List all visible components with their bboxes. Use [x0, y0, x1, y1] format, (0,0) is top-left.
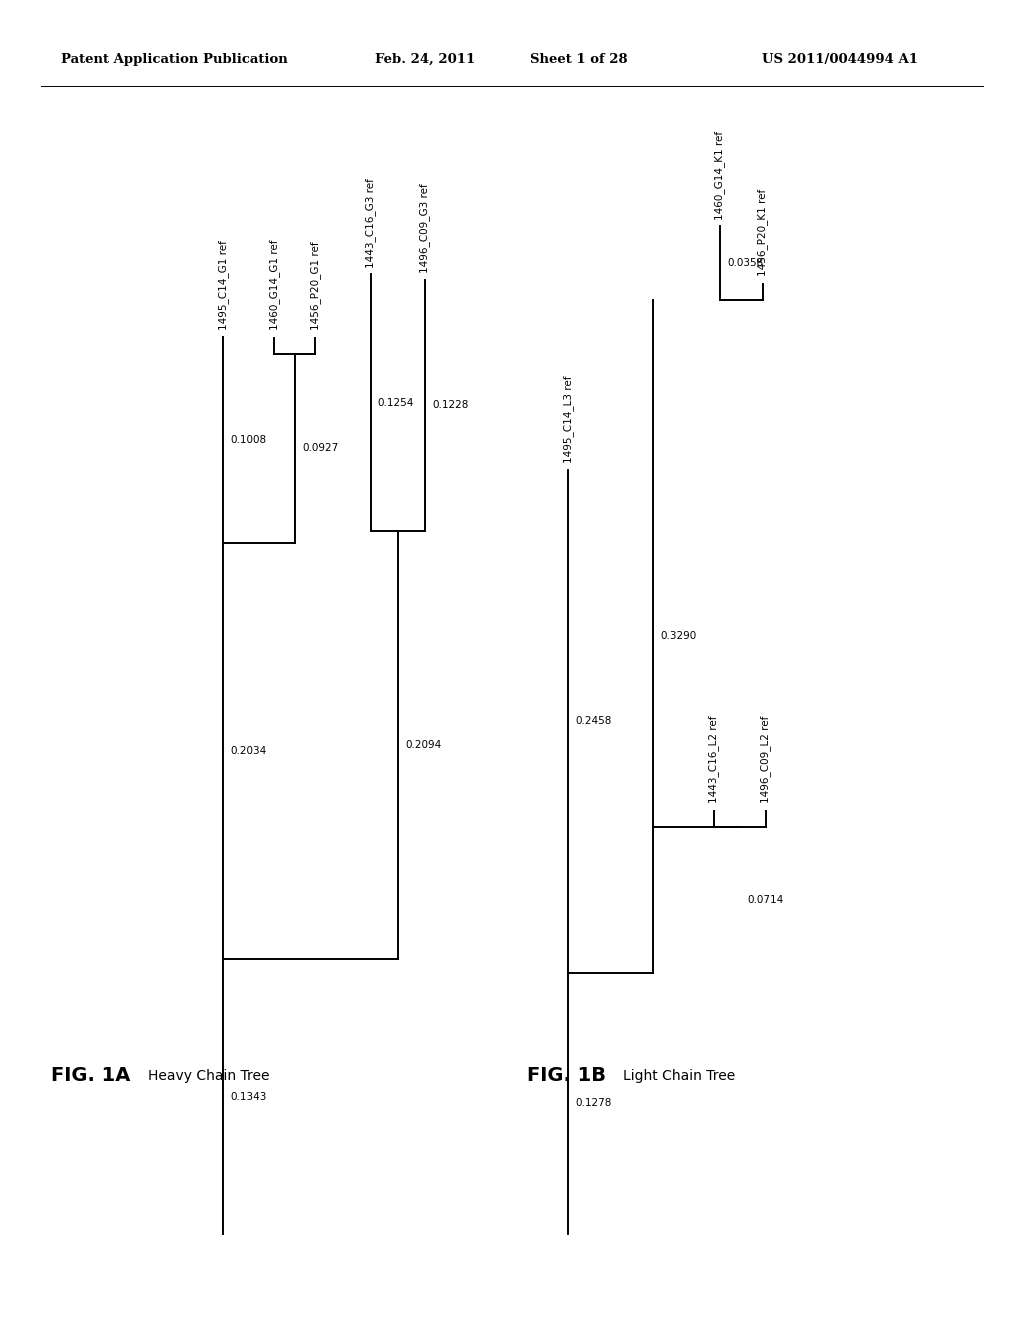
Text: 1496_C09_G3 ref: 1496_C09_G3 ref [420, 183, 430, 273]
Text: 1443_C16_L2 ref: 1443_C16_L2 ref [709, 715, 719, 803]
Text: 0.1228: 0.1228 [432, 400, 469, 411]
Text: Heavy Chain Tree: Heavy Chain Tree [148, 1069, 270, 1082]
Text: 0.0714: 0.0714 [746, 895, 783, 904]
Text: 0.0358: 0.0358 [727, 257, 763, 268]
Text: Feb. 24, 2011: Feb. 24, 2011 [375, 53, 475, 66]
Text: 1496_C09_L2 ref: 1496_C09_L2 ref [761, 715, 771, 803]
Text: 1495_C14_L3 ref: 1495_C14_L3 ref [563, 376, 573, 463]
Text: Sheet 1 of 28: Sheet 1 of 28 [529, 53, 628, 66]
Text: 1456_P20_K1 ref: 1456_P20_K1 ref [758, 189, 768, 276]
Text: 0.1254: 0.1254 [378, 397, 415, 408]
Text: 1456_P20_G1 ref: 1456_P20_G1 ref [310, 242, 321, 330]
Text: Light Chain Tree: Light Chain Tree [623, 1069, 735, 1082]
Text: 0.2094: 0.2094 [404, 741, 441, 750]
Text: FIG. 1B: FIG. 1B [527, 1067, 606, 1085]
Text: 0.0927: 0.0927 [302, 444, 338, 454]
Text: 0.2458: 0.2458 [575, 717, 612, 726]
Text: 1460_G14_K1 ref: 1460_G14_K1 ref [715, 131, 725, 219]
Text: 0.2034: 0.2034 [230, 746, 266, 756]
Text: 0.1278: 0.1278 [575, 1098, 612, 1109]
Text: 0.3290: 0.3290 [660, 631, 696, 642]
Text: 1443_C16_G3 ref: 1443_C16_G3 ref [366, 178, 376, 268]
Text: US 2011/0044994 A1: US 2011/0044994 A1 [762, 53, 918, 66]
Text: 0.1343: 0.1343 [230, 1092, 267, 1102]
Text: Patent Application Publication: Patent Application Publication [61, 53, 288, 66]
Text: 1495_C14_G1 ref: 1495_C14_G1 ref [218, 240, 228, 330]
Text: FIG. 1A: FIG. 1A [51, 1067, 131, 1085]
Text: 1460_G14_G1 ref: 1460_G14_G1 ref [269, 239, 280, 330]
Text: 0.1008: 0.1008 [230, 436, 266, 445]
